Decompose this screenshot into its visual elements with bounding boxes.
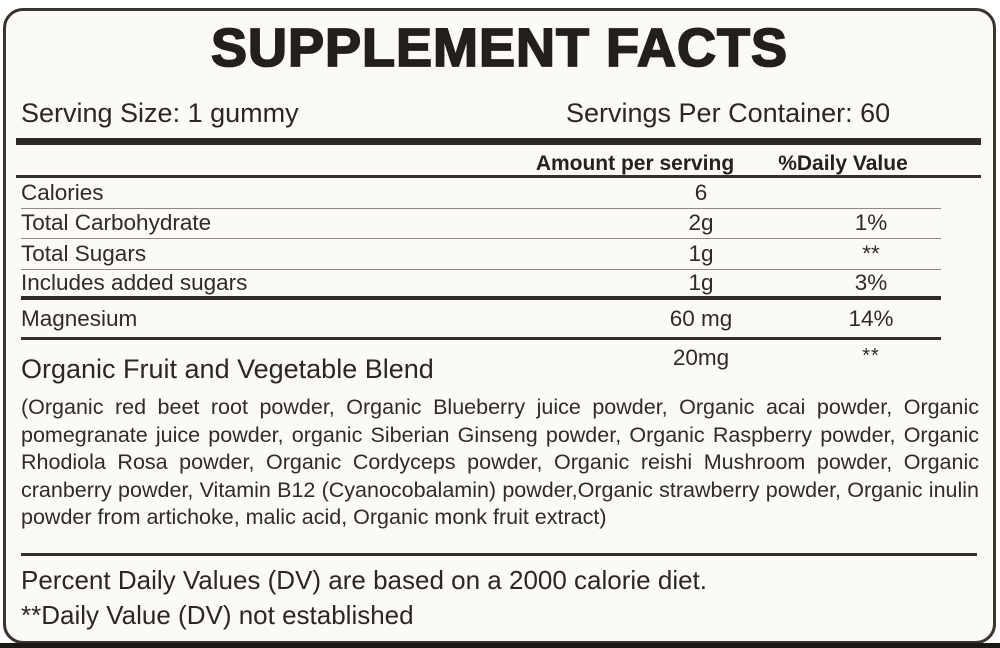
table-row-calories: Calories 6 (21, 178, 941, 209)
blend-amount: 20mg (672, 345, 730, 370)
nutrient-label: Calories (21, 179, 104, 205)
table-row-magnesium: Magnesium 60 mg 14% (21, 300, 941, 340)
nutrient-dv: 3% (854, 269, 888, 295)
daily-value-header: %Daily Value (778, 152, 908, 175)
footnotes: Percent Daily Values (DV) are based on a… (21, 563, 993, 633)
nutrient-amount: 2g (688, 210, 714, 236)
serving-info-row: Serving Size: 1 gummy Servings Per Conta… (6, 97, 993, 129)
table-row-fruit-vegetable-blend: Organic Fruit and Vegetable Blend 20mg *… (21, 340, 941, 387)
footnote-daily-values: Percent Daily Values (DV) are based on a… (21, 565, 708, 595)
ingredients-paragraph: (Organic red beet root powder, Organic B… (21, 395, 979, 529)
nutrient-label: Magnesium (21, 305, 138, 331)
nutrient-amount: 6 (694, 179, 708, 205)
footer-divider-line (21, 552, 977, 556)
nutrient-dv: 1% (854, 210, 888, 236)
blend-label: Organic Fruit and Vegetable Blend (21, 354, 434, 384)
nutrient-dv: 14% (848, 305, 894, 331)
footnote-dv-not-established: **Daily Value (DV) not established (21, 600, 414, 630)
table-header-row: Amount per serving %Daily Value (16, 145, 981, 178)
nutrient-amount: 1g (688, 240, 714, 266)
nutrient-dv: ** (862, 240, 880, 266)
table-row-total-sugars: Total Sugars 1g ** (21, 239, 941, 270)
bottom-edge-strip (0, 643, 1000, 648)
table-row-added-sugars: Includes added sugars 1g 3% (21, 269, 941, 300)
supplement-facts-panel: SUPPLEMENT FACTS Serving Size: 1 gummy S… (3, 8, 996, 644)
nutrient-amount: 1g (688, 269, 714, 295)
nutrient-table: Calories 6 Total Carbohydrate 2g 1% Tota… (21, 178, 941, 340)
table-row-total-carbohydrate: Total Carbohydrate 2g 1% (21, 209, 941, 239)
nutrient-label: Includes added sugars (21, 269, 248, 295)
servings-per-container-text: Servings Per Container: 60 (566, 98, 891, 128)
thick-divider-bar (16, 138, 981, 145)
amount-per-serving-header: Amount per serving (535, 152, 735, 175)
serving-size-text: Serving Size: 1 gummy (21, 98, 299, 128)
nutrient-label: Total Carbohydrate (21, 210, 212, 236)
nutrient-label: Total Sugars (21, 240, 147, 266)
nutrient-amount: 60 mg (669, 305, 733, 331)
blend-dv: ** (862, 345, 880, 367)
page-title: SUPPLEMENT FACTS (210, 18, 789, 78)
